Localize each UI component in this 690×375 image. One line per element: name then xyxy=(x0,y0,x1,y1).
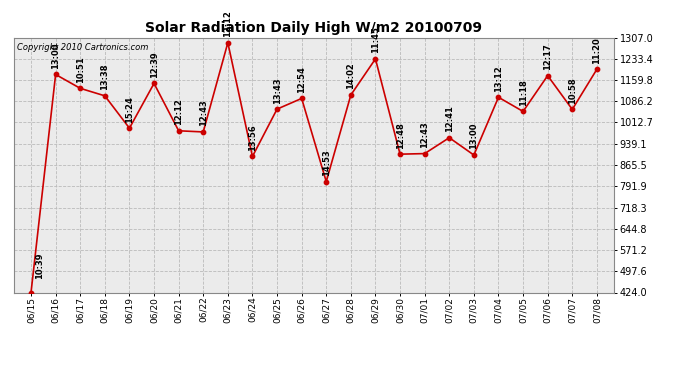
Text: Copyright 2010 Cartronics.com: Copyright 2010 Cartronics.com xyxy=(17,43,148,52)
Text: 13:38: 13:38 xyxy=(100,64,109,90)
Point xyxy=(591,66,602,72)
Text: 12:48: 12:48 xyxy=(395,122,404,148)
Point xyxy=(419,151,430,157)
Point xyxy=(395,151,406,157)
Point xyxy=(99,93,110,99)
Point xyxy=(173,128,184,134)
Point xyxy=(493,94,504,100)
Text: 13:00: 13:00 xyxy=(51,42,60,69)
Text: 12:12: 12:12 xyxy=(174,98,183,125)
Point xyxy=(469,152,480,158)
Text: 12:39: 12:39 xyxy=(150,51,159,78)
Text: 12:43: 12:43 xyxy=(420,121,429,148)
Point xyxy=(124,125,135,131)
Title: Solar Radiation Daily High W/m2 20100709: Solar Radiation Daily High W/m2 20100709 xyxy=(146,21,482,35)
Text: 15:24: 15:24 xyxy=(125,96,134,123)
Point xyxy=(321,178,332,184)
Point xyxy=(148,80,159,86)
Text: 13:56: 13:56 xyxy=(248,124,257,151)
Text: 14:02: 14:02 xyxy=(346,63,355,89)
Point xyxy=(542,73,553,79)
Text: 13:00: 13:00 xyxy=(469,123,478,150)
Text: 12:43: 12:43 xyxy=(199,100,208,126)
Text: 11:18: 11:18 xyxy=(519,79,528,106)
Text: 13:12: 13:12 xyxy=(494,65,503,92)
Point xyxy=(222,40,233,46)
Point xyxy=(370,56,381,62)
Text: 14:53: 14:53 xyxy=(322,149,331,176)
Point xyxy=(198,129,209,135)
Text: 12:12: 12:12 xyxy=(224,10,233,37)
Point xyxy=(50,72,61,78)
Point xyxy=(566,106,578,112)
Text: 10:58: 10:58 xyxy=(568,77,577,104)
Text: 11:45: 11:45 xyxy=(371,27,380,53)
Text: 11:20: 11:20 xyxy=(593,37,602,64)
Point xyxy=(272,106,283,112)
Text: 12:54: 12:54 xyxy=(297,66,306,93)
Point xyxy=(345,92,356,98)
Point xyxy=(75,86,86,92)
Point xyxy=(26,290,37,296)
Point xyxy=(518,108,529,114)
Text: 12:17: 12:17 xyxy=(543,44,552,70)
Text: 13:43: 13:43 xyxy=(273,77,282,104)
Text: 10:39: 10:39 xyxy=(35,252,44,279)
Point xyxy=(247,153,258,159)
Text: 12:41: 12:41 xyxy=(445,105,454,132)
Point xyxy=(444,135,455,141)
Text: 10:51: 10:51 xyxy=(76,56,85,83)
Point xyxy=(296,95,307,101)
